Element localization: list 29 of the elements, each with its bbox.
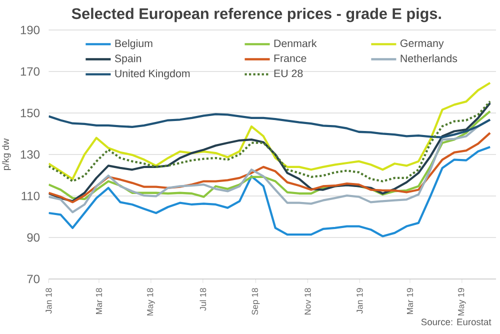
- x-tick-label: Mar 18: [96, 288, 102, 314]
- legend-label: Denmark: [274, 39, 317, 48]
- x-tick-label: May 19: [458, 288, 466, 316]
- x-tick-label: Mar 19: [406, 288, 414, 314]
- line-series: [48, 113, 492, 138]
- x-tick-label: May 18: [147, 288, 155, 316]
- x-tick-label: Jan 19: [356, 288, 363, 314]
- line-series: [48, 82, 492, 180]
- legend-label: United Kingdom: [115, 69, 190, 80]
- legend-label: Belgium: [115, 39, 152, 50]
- legend-label: Germany: [400, 39, 444, 50]
- y-axis-title: p/kg dw: [2, 138, 11, 170]
- y-tick-label: 130: [20, 150, 40, 159]
- legend-label: France: [274, 54, 306, 62]
- y-tick-label: 150: [20, 108, 40, 118]
- source-note: Source: Eurostat: [421, 318, 492, 326]
- chart-title: Selected European reference prices - grade E pigs.: [72, 8, 441, 22]
- y-tick-label: 70: [27, 274, 40, 284]
- y-tick-label: 190: [20, 26, 40, 34]
- x-tick-label: Nov 18: [304, 288, 311, 314]
- legend-label: Spain: [114, 54, 142, 64]
- y-tick-label: 170: [20, 67, 40, 76]
- y-tick-label: 110: [22, 192, 40, 200]
- legend-label: EU 28: [274, 70, 303, 78]
- legend-label: Netherlands: [400, 54, 458, 62]
- y-tick-label: 90: [27, 233, 40, 242]
- x-tick-label: Sep 18: [252, 288, 260, 315]
- x-tick-label: Jan 18: [46, 288, 52, 314]
- x-tick-label: Jul 18: [200, 288, 206, 311]
